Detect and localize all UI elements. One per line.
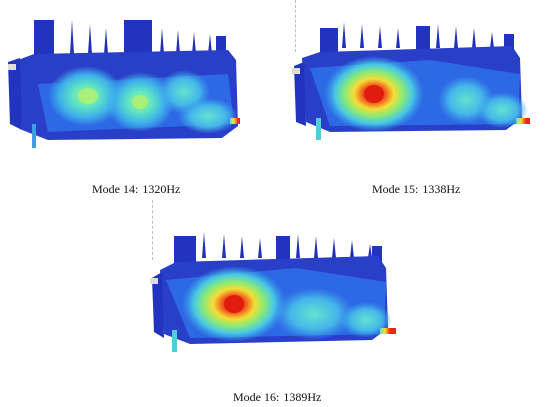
mode-15-fe-model-image [292,22,530,140]
mode-16-guide-line [152,200,153,260]
mode-15-caption: Mode 15: 1338Hz [372,182,460,197]
mode-16-fe-model-image [150,232,396,352]
mode-16-frequency: 1389Hz [283,390,322,404]
mode-14-caption: Mode 14: 1320Hz [92,182,180,197]
mode-14-fe-model-image [8,20,240,148]
mode-14-frequency: 1320Hz [142,182,181,196]
mode-15-guide-line [295,0,296,52]
mode-16-caption: Mode 16: 1389Hz [233,390,321,405]
mode-14-contour-plot [8,14,240,154]
mode-15-frequency: 1338Hz [422,182,461,196]
mode-16-label: Mode 16: [233,390,280,404]
mode-16-contour-plot [146,224,406,356]
mode-14-label: Mode 14: [92,182,139,196]
mode-15-contour-plot [290,14,540,144]
mode-15-label: Mode 15: [372,182,419,196]
